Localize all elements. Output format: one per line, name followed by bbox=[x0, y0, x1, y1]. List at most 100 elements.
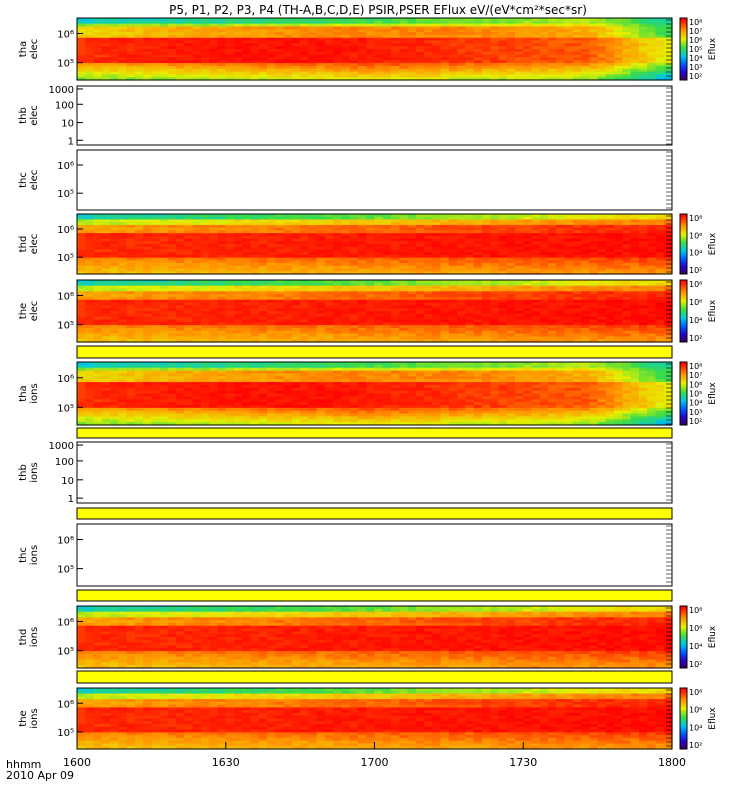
heatmap-cell bbox=[126, 57, 136, 61]
heatmap-cell bbox=[424, 263, 433, 267]
heatmap-cell bbox=[415, 330, 425, 335]
heatmap-cell bbox=[275, 32, 285, 36]
heatmap-cell bbox=[465, 23, 475, 28]
heatmap-cell bbox=[597, 271, 607, 275]
heatmap-cell bbox=[647, 319, 657, 323]
heatmap-cell bbox=[539, 244, 549, 248]
colorbar-cell bbox=[680, 317, 687, 320]
heatmap-cell bbox=[556, 20, 566, 25]
heatmap-cell bbox=[440, 249, 450, 253]
heatmap-cell bbox=[349, 40, 359, 44]
heatmap-cell bbox=[184, 305, 194, 309]
heatmap-cell bbox=[605, 263, 615, 267]
heatmap-cell bbox=[159, 49, 169, 53]
heatmap-cell bbox=[209, 65, 219, 70]
heatmap-cell bbox=[589, 308, 599, 312]
heatmap-cell bbox=[143, 51, 152, 56]
panel-ylabel: thc bbox=[18, 172, 29, 188]
heatmap-cell bbox=[399, 296, 409, 301]
heatmap-cell bbox=[457, 244, 466, 248]
heatmap-cell bbox=[440, 18, 450, 22]
heatmap-cell bbox=[192, 43, 202, 47]
heatmap-cell bbox=[465, 34, 475, 39]
heatmap-cell bbox=[424, 49, 433, 53]
heatmap-cell bbox=[564, 252, 574, 256]
colorbar-cell bbox=[680, 256, 687, 258]
heatmap-cell bbox=[432, 308, 442, 312]
heatmap-cell bbox=[200, 260, 210, 264]
heatmap-cell bbox=[85, 26, 95, 30]
heatmap-cell bbox=[77, 311, 86, 315]
heatmap-cell bbox=[548, 216, 557, 221]
heatmap-cell bbox=[655, 260, 665, 264]
heatmap-cell bbox=[506, 249, 516, 253]
heatmap-cell bbox=[589, 46, 599, 50]
heatmap-cell bbox=[531, 302, 541, 306]
heatmap-cell bbox=[118, 263, 128, 267]
heatmap-cell bbox=[614, 330, 624, 335]
heatmap-cell bbox=[399, 319, 409, 323]
heatmap-cell bbox=[448, 74, 458, 78]
heatmap-cell bbox=[308, 336, 318, 340]
heatmap-cell bbox=[258, 214, 268, 218]
heatmap-cell bbox=[514, 40, 524, 44]
heatmap-cell bbox=[572, 65, 582, 70]
heatmap-cell bbox=[564, 235, 574, 240]
heatmap-cell bbox=[382, 325, 392, 329]
heatmap-cell bbox=[638, 252, 648, 256]
heatmap-cell bbox=[143, 29, 152, 33]
heatmap-cell bbox=[300, 249, 309, 253]
heatmap-cell bbox=[440, 316, 450, 321]
heatmap-cell bbox=[366, 227, 376, 231]
heatmap-cell bbox=[159, 313, 169, 318]
heatmap-cell bbox=[110, 32, 119, 36]
heatmap-cell bbox=[382, 54, 392, 59]
heatmap-cell bbox=[300, 302, 309, 306]
heatmap-cell bbox=[357, 51, 367, 56]
colorbar-cell bbox=[680, 309, 687, 312]
heatmap-cell bbox=[209, 32, 219, 36]
heatmap-cell bbox=[349, 54, 359, 59]
heatmap-cell bbox=[556, 51, 566, 56]
heatmap-cell bbox=[424, 29, 433, 33]
heatmap-cell bbox=[589, 49, 599, 53]
heatmap-cell bbox=[407, 60, 417, 64]
heatmap-cell bbox=[597, 49, 607, 53]
heatmap-cell bbox=[341, 244, 351, 248]
heatmap-cell bbox=[523, 305, 533, 309]
colorbar-cell bbox=[680, 254, 687, 257]
heatmap-cell bbox=[275, 235, 285, 240]
heatmap-cell bbox=[490, 241, 500, 245]
heatmap-cell bbox=[283, 296, 293, 301]
heatmap-cell bbox=[605, 77, 615, 81]
heatmap-cell bbox=[118, 280, 128, 284]
heatmap-cell bbox=[391, 257, 400, 261]
heatmap-cell bbox=[481, 51, 491, 56]
heatmap-cell bbox=[225, 68, 235, 73]
colorbar-cell bbox=[680, 53, 687, 56]
heatmap-cell bbox=[622, 313, 632, 318]
heatmap-cell bbox=[440, 227, 450, 231]
heatmap-cell bbox=[638, 60, 648, 64]
heatmap-cell bbox=[316, 339, 326, 343]
heatmap-cell bbox=[614, 319, 624, 323]
heatmap-cell bbox=[391, 263, 400, 267]
heatmap-cell bbox=[589, 302, 599, 306]
heatmap-cell bbox=[225, 311, 235, 315]
heatmap-cell bbox=[440, 333, 450, 337]
heatmap-cell bbox=[101, 233, 111, 237]
heatmap-cell bbox=[523, 271, 533, 275]
heatmap-cell bbox=[151, 299, 161, 304]
heatmap-cell bbox=[407, 252, 417, 256]
heatmap-cell bbox=[151, 32, 161, 36]
heatmap-cell bbox=[589, 233, 599, 237]
heatmap-cell bbox=[473, 77, 483, 81]
heatmap-cell bbox=[134, 244, 144, 248]
heatmap-cell bbox=[506, 65, 516, 70]
heatmap-cell bbox=[663, 216, 673, 221]
heatmap-cell bbox=[324, 54, 334, 59]
heatmap-cell bbox=[506, 330, 516, 335]
heatmap-cell bbox=[200, 219, 210, 223]
